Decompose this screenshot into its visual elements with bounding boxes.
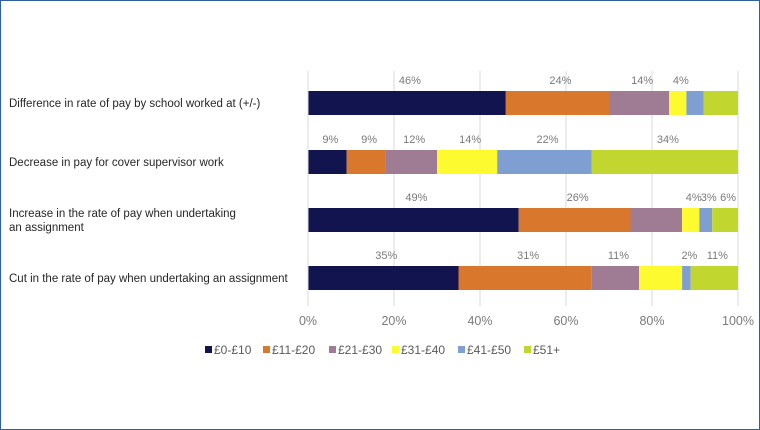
- bar-segment: [518, 208, 631, 232]
- legend-swatch: [329, 346, 336, 353]
- data-label: 4%: [686, 192, 702, 204]
- bar-segment: [591, 266, 640, 290]
- data-label: 22%: [536, 134, 558, 146]
- x-tick-label: 80%: [639, 314, 664, 328]
- data-label: 3%: [701, 192, 717, 204]
- category-label-line: Cut in the rate of pay when undertaking …: [9, 273, 289, 285]
- legend-swatch: [392, 346, 399, 353]
- x-tick-label: 40%: [467, 314, 492, 328]
- bar-segment: [308, 266, 459, 290]
- bar-segment: [458, 266, 592, 290]
- bar-segment: [505, 91, 609, 115]
- data-label: 11%: [707, 250, 728, 262]
- data-label: 11%: [608, 250, 629, 262]
- legend-label: £41-£50: [467, 343, 511, 357]
- bar-segment: [703, 91, 738, 115]
- bar-segment: [682, 266, 691, 290]
- category-label: Difference in rate of pay by school work…: [9, 98, 260, 110]
- data-label: 14%: [459, 134, 481, 146]
- data-label: 31%: [517, 250, 539, 262]
- x-tick-label: 100%: [722, 314, 754, 328]
- x-tick-label: 0%: [299, 314, 317, 328]
- data-label: 9%: [322, 134, 338, 146]
- legend-label: £11-£20: [272, 343, 315, 357]
- category-label-line: Increase in the rate of pay when underta…: [9, 208, 236, 220]
- data-label: 26%: [567, 192, 589, 204]
- bar-segment: [669, 91, 687, 115]
- bar-segment: [686, 91, 704, 115]
- data-label: 46%: [399, 75, 421, 87]
- bar-segment: [346, 150, 386, 174]
- legend-swatch: [458, 346, 465, 353]
- data-label: 35%: [375, 250, 397, 262]
- category-label-line: an assignment: [9, 222, 85, 234]
- x-tick-label: 60%: [553, 314, 578, 328]
- legend-swatch: [263, 346, 270, 353]
- bar-segment: [385, 150, 437, 174]
- bar-segment: [591, 150, 738, 174]
- bar-segment: [699, 208, 713, 232]
- bar-segment: [308, 91, 506, 115]
- category-label: Increase in the rate of pay when underta…: [9, 208, 236, 234]
- data-label: 2%: [681, 250, 697, 262]
- data-label: 4%: [673, 75, 689, 87]
- data-label: 14%: [631, 75, 653, 87]
- legend-label: £21-£30: [338, 343, 382, 357]
- data-label: 34%: [657, 134, 679, 146]
- bar-segment: [682, 208, 700, 232]
- data-label: 12%: [403, 134, 425, 146]
- category-label-line: Decrease in pay for cover supervisor wor…: [9, 157, 224, 169]
- bar-segment: [609, 91, 670, 115]
- data-label: 49%: [405, 192, 427, 204]
- bar-segment: [437, 150, 498, 174]
- legend-label: £0-£10: [214, 343, 252, 357]
- category-label: Cut in the rate of pay when undertaking …: [9, 273, 289, 285]
- data-label: 24%: [549, 75, 571, 87]
- category-label: Decrease in pay for cover supervisor wor…: [9, 157, 224, 169]
- bar-segment: [308, 208, 519, 232]
- bar-segment: [712, 208, 738, 232]
- legend-label: £31-£40: [401, 343, 445, 357]
- data-label: 9%: [361, 134, 377, 146]
- legend-label: £51+: [533, 343, 560, 357]
- data-label: 6%: [720, 192, 736, 204]
- x-tick-label: 20%: [381, 314, 406, 328]
- legend-swatch: [524, 346, 531, 353]
- category-label-line: Difference in rate of pay by school work…: [9, 98, 260, 110]
- bar-segment: [630, 208, 683, 232]
- bar-segment: [308, 150, 347, 174]
- bar-segment: [497, 150, 592, 174]
- bar-segment: [639, 266, 683, 290]
- legend-swatch: [205, 346, 212, 353]
- bar-segment: [690, 266, 738, 290]
